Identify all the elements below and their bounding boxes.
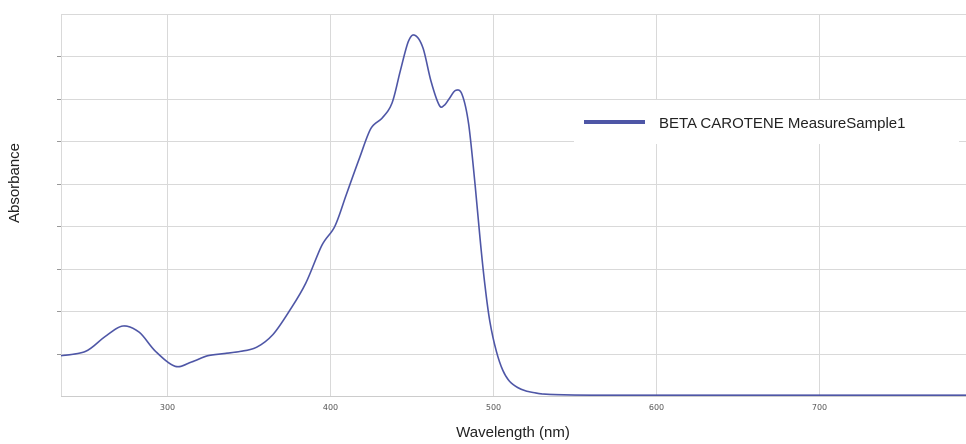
legend: BETA CAROTENE MeasureSample1 [574, 100, 959, 144]
series-line [60, 34, 966, 397]
x-tick-label: 400 [323, 403, 338, 412]
x-axis-title: Wavelength (nm) [456, 424, 570, 441]
series-lines [60, 34, 966, 397]
x-tick-label: 300 [160, 403, 175, 412]
grid [61, 14, 966, 397]
legend-label: BETA CAROTENE MeasureSample1 [659, 115, 905, 132]
x-tick-label: 700 [812, 403, 827, 412]
x-axis-ticks: 300 400 500 600 700 [160, 403, 827, 412]
x-tick-label: 500 [486, 403, 501, 412]
y-axis-title: Absorbance [6, 143, 23, 223]
x-tick-label: 600 [649, 403, 664, 412]
y-axis-ticks [57, 56, 61, 355]
